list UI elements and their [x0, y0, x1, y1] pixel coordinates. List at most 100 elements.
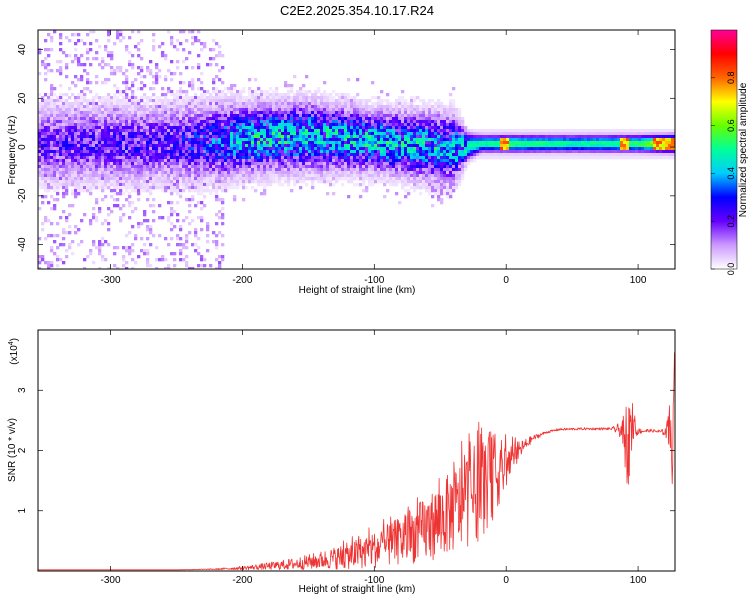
heatmap-cell [236, 138, 240, 142]
heatmap-cell [143, 135, 147, 139]
heatmap-cell [227, 96, 231, 100]
heatmap-cell [335, 171, 339, 175]
heatmap-cell [158, 69, 162, 73]
heatmap-cell [74, 108, 78, 112]
heatmap-cell [98, 243, 102, 247]
heatmap-cell [389, 144, 393, 148]
heatmap-cell [353, 96, 357, 100]
heatmap-cell [107, 165, 111, 169]
heatmap-cell [389, 141, 393, 145]
heatmap-cell [335, 117, 339, 121]
heatmap-cell [251, 165, 255, 169]
heatmap-cell [392, 159, 396, 163]
heatmap-cell [173, 102, 177, 106]
heatmap-cell [65, 180, 69, 184]
heatmap-cell [266, 171, 270, 175]
heatmap-cell [302, 168, 306, 172]
heatmap-cell [215, 54, 219, 58]
heatmap-cell [164, 57, 168, 61]
heatmap-cell [416, 183, 420, 187]
heatmap-cell [428, 138, 432, 142]
heatmap-cell [38, 117, 42, 121]
heatmap-cell [113, 84, 117, 88]
heatmap-cell [407, 171, 411, 175]
heatmap-cell [53, 126, 57, 130]
heatmap-cell [170, 213, 174, 217]
heatmap-cell [62, 153, 66, 157]
heatmap-cell [305, 90, 309, 94]
heatmap-cell [281, 174, 285, 178]
heatmap-cell [146, 258, 150, 262]
heatmap-cell [212, 189, 216, 193]
heatmap-cell [176, 60, 180, 64]
heatmap-cell [320, 114, 324, 118]
heatmap-cell [44, 144, 48, 148]
heatmap-cell [173, 72, 177, 76]
heatmap-cell [206, 102, 210, 106]
heatmap-cell [137, 126, 141, 130]
heatmap-cell [107, 129, 111, 133]
heatmap-cell [266, 126, 270, 130]
heatmap-cell [272, 150, 276, 154]
heatmap-cell [380, 171, 384, 175]
heatmap-cell [437, 117, 441, 121]
heatmap-cell [299, 150, 303, 154]
heatmap-cell [140, 123, 144, 127]
heatmap-cell [443, 138, 447, 142]
heatmap-cell [218, 255, 222, 259]
heatmap-cell [266, 168, 270, 172]
heatmap-cell [290, 129, 294, 133]
heatmap-cell [209, 114, 213, 118]
heatmap-cell [320, 117, 324, 121]
heatmap-cell [257, 99, 261, 103]
heatmap-cell [77, 189, 81, 193]
heatmap-cell [170, 207, 174, 211]
heatmap-cell [386, 129, 390, 133]
heatmap-cell [347, 177, 351, 181]
heatmap-cell [62, 237, 66, 241]
heatmap-cell [164, 165, 168, 169]
heatmap-cell [317, 138, 321, 142]
heatmap-cell [362, 174, 366, 178]
heatmap-cell [188, 168, 192, 172]
heatmap-cell [167, 150, 171, 154]
heatmap-cell [266, 141, 270, 145]
heatmap-cell [383, 147, 387, 151]
heatmap-cell [50, 153, 54, 157]
heatmap-cell [386, 138, 390, 142]
heatmap-cell [122, 258, 126, 262]
heatmap-cell [86, 153, 90, 157]
heatmap-cell [128, 159, 132, 163]
heatmap-cell [173, 252, 177, 256]
heatmap-cell [188, 129, 192, 133]
heatmap-cell [404, 180, 408, 184]
heatmap-cell [239, 108, 243, 112]
heatmap-cell [131, 243, 135, 247]
heatmap-cell [386, 165, 390, 169]
heatmap-cell [383, 138, 387, 142]
heatmap-cell [74, 48, 78, 52]
heatmap-cell [179, 135, 183, 139]
heatmap-cell [311, 186, 315, 190]
heatmap-cell [263, 129, 267, 133]
heatmap-cell [62, 210, 66, 214]
heatmap-cell [335, 174, 339, 178]
heatmap-cell [437, 132, 441, 136]
heatmap-cell [407, 180, 411, 184]
heatmap-cell [212, 120, 216, 124]
heatmap-cell [68, 105, 72, 109]
heatmap-cell [140, 165, 144, 169]
heatmap-cell [329, 162, 333, 166]
heatmap-cell [215, 111, 219, 115]
heatmap-cell [137, 168, 141, 172]
heatmap-cell [188, 126, 192, 130]
heatmap-cell [68, 102, 72, 106]
heatmap-cell [113, 126, 117, 130]
heatmap-cell [89, 168, 93, 172]
heatmap-cell [404, 111, 408, 115]
heatmap-cell [365, 105, 369, 109]
heatmap-cell [284, 126, 288, 130]
heatmap-cell [326, 102, 330, 106]
heatmap-cell [128, 114, 132, 118]
heatmap-cell [407, 111, 411, 115]
